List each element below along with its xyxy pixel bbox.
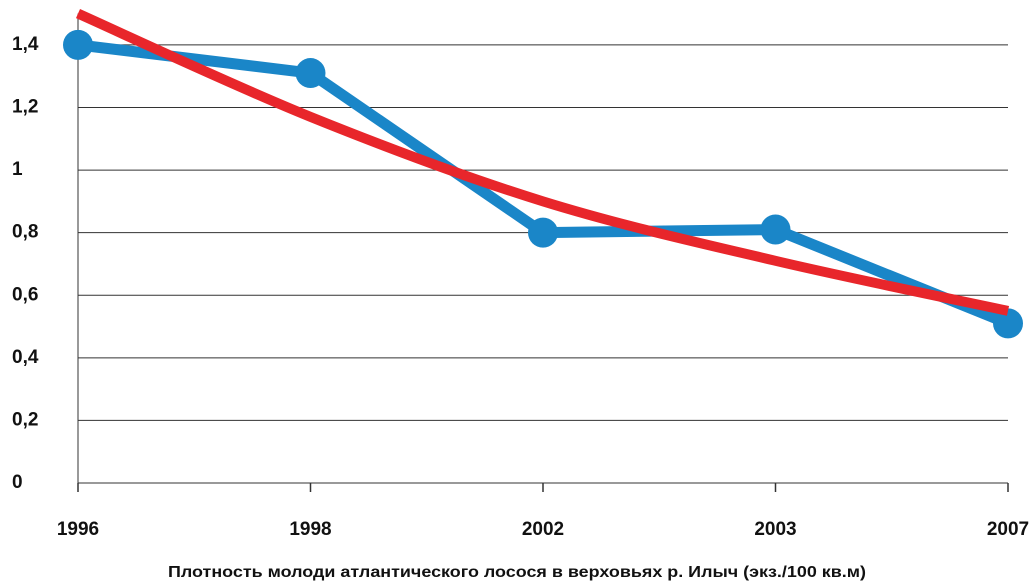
marker [63, 29, 93, 60]
y-tick-label: 0,4 [12, 347, 39, 368]
x-axis-title: Плотность молоди атлантического лосося в… [168, 564, 866, 581]
y-tick-label: 1,2 [12, 96, 38, 117]
series-line [75, 9, 1010, 316]
marker [993, 308, 1023, 339]
marker [295, 58, 326, 89]
x-tick-label: 2002 [522, 519, 564, 540]
x-tick-label: 2003 [754, 519, 796, 540]
y-tick-label: 1 [12, 159, 23, 180]
y-tick-label: 0 [12, 472, 23, 493]
marker [760, 214, 791, 245]
marker [528, 217, 558, 248]
x-tick-label: 1998 [289, 519, 331, 540]
y-tick-label: 0,8 [12, 222, 38, 243]
x-tick-label: 1996 [57, 519, 99, 540]
y-tick-label: 0,2 [12, 409, 38, 430]
y-tick-label: 0,6 [12, 284, 38, 305]
x-tick-label: 2007 [987, 519, 1029, 540]
y-tick-label: 1,4 [12, 34, 39, 55]
